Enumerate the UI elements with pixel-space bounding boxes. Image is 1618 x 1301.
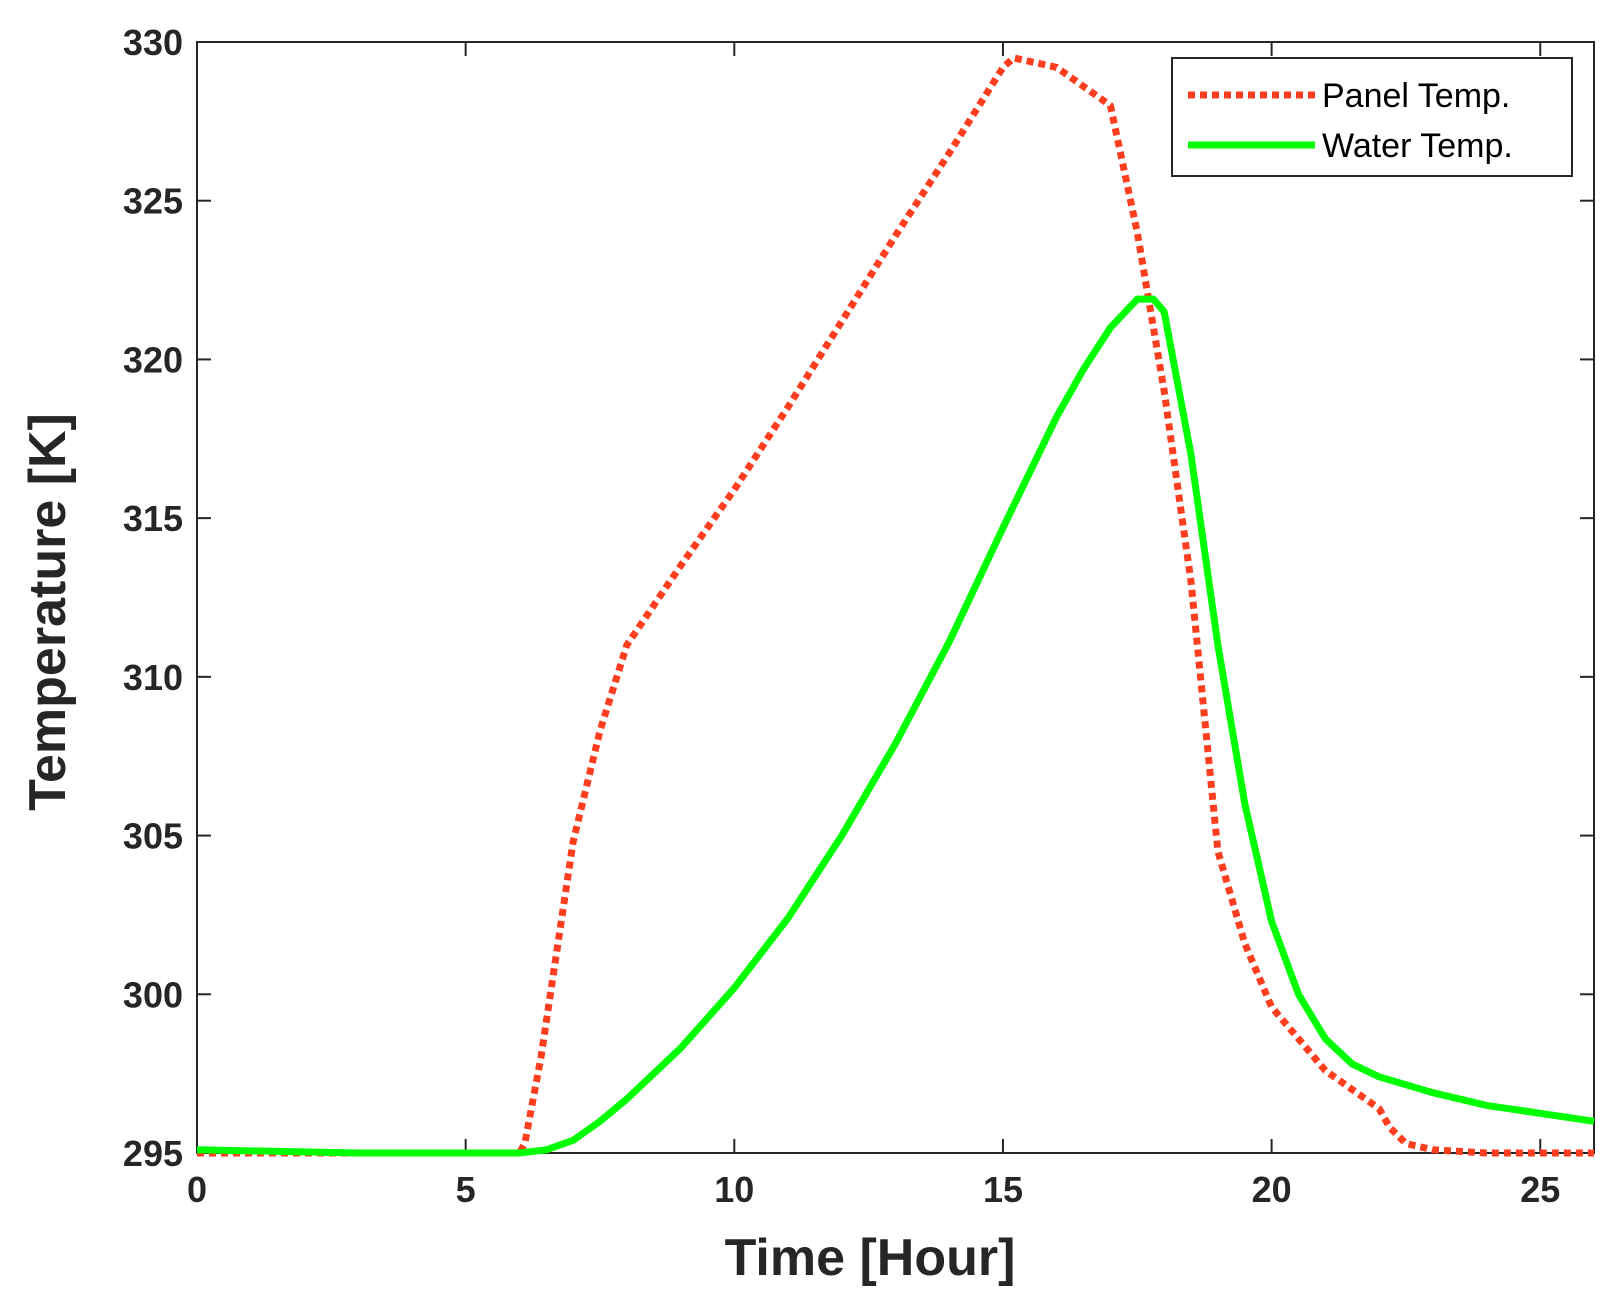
y-tick-label: 305: [123, 816, 183, 857]
y-tick-label: 315: [123, 498, 183, 539]
x-tick-label: 20: [1252, 1169, 1292, 1210]
series-line-water: [196, 295, 1595, 1157]
y-tick-label: 320: [123, 339, 183, 380]
legend: Panel Temp. Water Temp.: [1171, 57, 1573, 177]
series-line-panel: [197, 54, 1594, 1157]
y-tick-label: 310: [123, 657, 183, 698]
y-tick-label: 330: [123, 22, 183, 63]
legend-label-panel: Panel Temp.: [1322, 77, 1510, 115]
axes-frame: [196, 41, 1595, 1154]
y-tick-label: 300: [123, 974, 183, 1015]
x-axis-label: Time [Hour]: [725, 1229, 1016, 1287]
x-tick-label: 0: [187, 1169, 207, 1210]
plot-area: 0 5 10 15 20 25 295 300 305 310 315 320 325 330: [123, 22, 1595, 1210]
y-tick-label: 325: [123, 181, 183, 222]
x-tick-label: 10: [714, 1169, 754, 1210]
legend-box: [1171, 57, 1573, 177]
y-tick-label: 295: [123, 1133, 183, 1174]
legend-label-water: Water Temp.: [1322, 127, 1513, 165]
x-tick-label: 25: [1520, 1169, 1560, 1210]
x-tick-label: 15: [983, 1169, 1023, 1210]
x-tick-label: 5: [456, 1169, 476, 1210]
y-axis-label: Temperature [K]: [19, 413, 77, 811]
series-layer: [196, 54, 1595, 1157]
